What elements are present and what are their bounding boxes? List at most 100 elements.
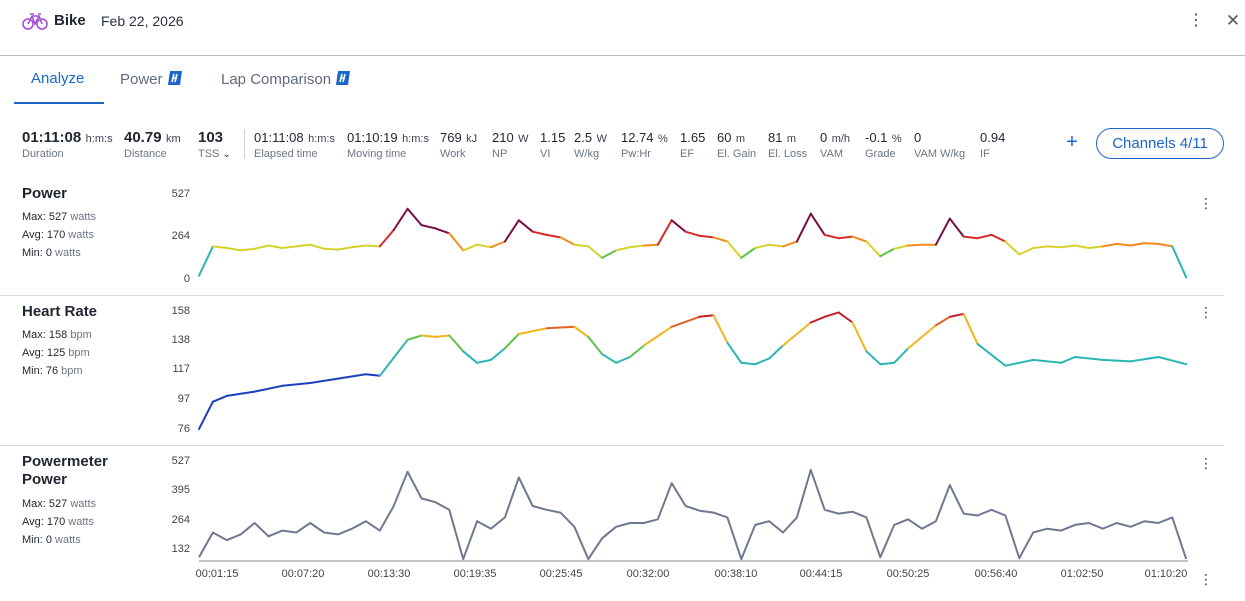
power-series-segment [684,230,701,237]
heart-rate-series-segment [976,343,1007,367]
y-tick-label: 76 [177,423,190,435]
x-tick-label: 00:38:10 [714,568,758,580]
power-series-segment [629,244,645,249]
stat-tss[interactable]: 103 TSS ⌄ [198,129,231,160]
heart-rate-series-segment [225,390,256,397]
stat-unit: m [786,133,797,145]
heart-rate-series-segment [1157,356,1188,366]
power-series-segment [378,229,395,248]
stat-value: 0 [820,130,828,145]
x-tick-label: 00:25:45 [539,568,583,580]
stat-value: 527 [48,498,68,510]
x-tick-label: 00:13:30 [367,568,411,580]
stat-unit: km [166,133,181,145]
heart-rate-series-segment [865,350,882,366]
activity-type: Bike [54,12,86,29]
powermeter-series-line [198,468,1188,561]
stat-unit: m [735,133,746,145]
power-series-segment [740,247,757,259]
heart-rate-series-segment [740,361,757,366]
power-series-segment [1018,247,1035,256]
stat-label: Min: [22,247,43,259]
chevron-down-icon[interactable]: ⌄ [222,149,231,160]
more-vertical-icon[interactable]: ⋮ [1188,12,1204,29]
heart-rate-series-segment [281,382,312,387]
stat-value: 01:10:19 [347,130,398,145]
stat-label: TSS [198,148,220,160]
power-series-segment [337,246,353,251]
channels-button[interactable]: Channels 4/11 [1096,128,1224,159]
stat-label: Avg: [22,347,44,359]
power-series-segment [448,232,465,252]
stat-moving-time: 01:10:19 h:m:s Moving time [347,129,429,160]
stat-value: 103 [198,129,224,146]
heart-rate-series-segment [712,314,729,344]
heart-rate-series-segment [364,373,381,377]
bike-icon [22,13,48,30]
heart-rate-series-segment [642,325,673,347]
stat-duration: 01:11:08 h:m:s Duration [22,129,113,160]
stat-unit: watts [70,498,97,510]
premium-badge-icon [336,71,351,85]
power-panel-more-icon[interactable]: ⋮ [1199,195,1213,211]
power-series-segment [1157,242,1174,248]
heart-rate-series-segment [893,347,910,364]
xaxis-more-icon[interactable]: ⋮ [1199,571,1213,587]
plus-icon[interactable]: + [1066,131,1078,153]
heart-rate-series-segment [476,358,492,364]
stat-elapsed-time: 01:11:08 h:m:s Elapsed time [254,129,335,160]
stat-value: 81 [768,130,783,145]
power-series-segment [211,245,228,249]
stat-unit: bpm [68,347,90,359]
power-series-segment [851,235,868,243]
heart-rate-series-segment [754,357,771,366]
power-series-segment [754,243,771,249]
tab-power[interactable]: Power [120,70,183,104]
x-tick-label: 00:44:15 [799,568,843,580]
power-series-segment [406,207,423,227]
stat-unit: h:m:s [308,133,335,145]
stat-label: Distance [124,148,167,160]
hr-panel-more-icon[interactable]: ⋮ [1199,304,1213,320]
tab-analyze[interactable]: Analyze [31,70,84,104]
power-series-segment [420,224,437,230]
activity-date: Feb 22, 2026 [101,13,184,29]
stat-label: Avg: [22,516,44,528]
heart-rate-series-segment [545,325,576,330]
heart-rate-series-segment [823,311,840,318]
heart-rate-series-segment [726,341,743,364]
stat-label: Moving time [347,148,407,160]
hr-min-stat: Min: 76 bpm [22,365,83,377]
pm-panel-more-icon[interactable]: ⋮ [1199,455,1213,471]
power-series-segment [1032,245,1049,249]
y-tick-label: 138 [171,334,190,346]
stat-label: Duration [22,148,64,160]
heart-rate-series-segment [309,377,339,384]
pm-max-stat: Max: 527 watts [22,498,96,510]
heart-rate-series-segment [462,350,479,364]
heart-rate-series-segment [1074,356,1104,361]
heart-rate-series-segment [211,394,228,403]
tab-lap-comparison[interactable]: Lap Comparison [221,70,351,104]
stat-if: 0.94 IF [980,129,1005,160]
heart-rate-series-segment [851,321,868,353]
heart-rate-series-segment [1129,356,1160,363]
panel-title-line: Powermeter [22,453,108,470]
power-series-segment [837,235,854,240]
close-icon[interactable]: ✕ [1225,11,1241,30]
x-tick-label: 00:50:25 [886,568,930,580]
stat-value: 769 [440,130,462,145]
stat-vi: 1.15 VI [540,129,565,160]
power-series-segment [559,236,576,246]
hr-max-stat: Max: 158 bpm [22,329,92,341]
stat-value: 76 [45,365,59,377]
stat-distance: 40.79 km Distance [124,129,181,160]
stat-value: 170 [46,516,66,528]
stat-w-per-kg: 2.5 W W/kg [574,129,607,160]
power-series-segment [976,233,993,240]
stat-label: El. Loss [768,148,808,160]
power-series-segment [865,240,882,258]
power-series-segment [434,227,451,235]
stat-label: El. Gain [717,148,757,160]
